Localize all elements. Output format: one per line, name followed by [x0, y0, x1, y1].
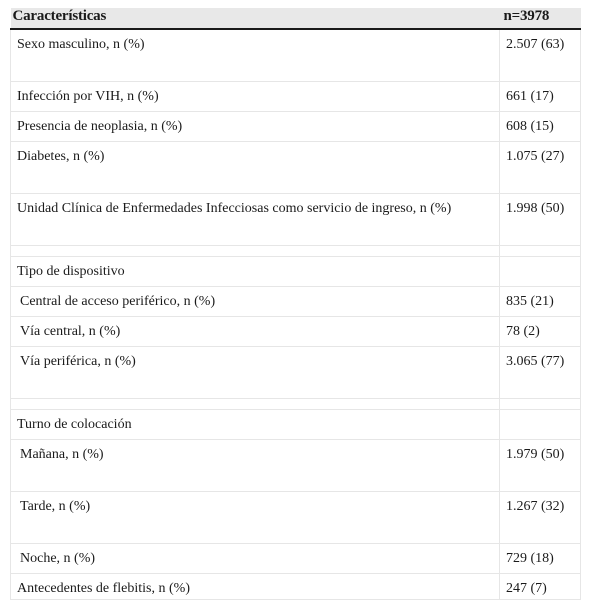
characteristics-table-container: Características n=3978 Sexo masculino, n… — [10, 8, 581, 600]
row-value: 1.267 (32) — [499, 491, 581, 544]
separator-row — [10, 398, 581, 410]
row-value: 1.998 (50) — [499, 193, 581, 246]
row-value: 835 (21) — [499, 286, 581, 317]
row-label: Presencia de neoplasia, n (%) — [10, 111, 500, 142]
table-row: Unidad Clínica de Enfermedades Infeccios… — [10, 193, 581, 246]
row-label: Vía central, n (%) — [10, 316, 500, 347]
table-row: Antecedentes de flebitis, n (%) 247 (7) — [10, 573, 581, 600]
section-row-placement-shift: Turno de colocación — [10, 409, 581, 440]
table-row: Infección por VIH, n (%) 661 (17) — [10, 81, 581, 112]
row-label: Tarde, n (%) — [10, 491, 500, 544]
table-row: Sexo masculino, n (%) 2.507 (63) — [10, 28, 581, 82]
table-row: Central de acceso periférico, n (%) 835 … — [10, 286, 581, 317]
section-label: Tipo de dispositivo — [10, 256, 500, 287]
row-label: Central de acceso periférico, n (%) — [10, 286, 500, 317]
table-row: Mañana, n (%) 1.979 (50) — [10, 439, 581, 492]
header-characteristics: Características — [10, 8, 500, 30]
row-label: Diabetes, n (%) — [10, 141, 500, 194]
row-value: 729 (18) — [499, 543, 581, 574]
table-row: Vía central, n (%) 78 (2) — [10, 316, 581, 347]
section-value — [499, 256, 581, 287]
row-label: Infección por VIH, n (%) — [10, 81, 500, 112]
row-label: Mañana, n (%) — [10, 439, 500, 492]
row-label: Unidad Clínica de Enfermedades Infeccios… — [10, 193, 500, 246]
table-row: Presencia de neoplasia, n (%) 608 (15) — [10, 111, 581, 142]
table-header-row: Características n=3978 — [10, 8, 581, 30]
row-label: Sexo masculino, n (%) — [10, 28, 500, 82]
section-row-device-type: Tipo de dispositivo — [10, 256, 581, 287]
row-value: 1.075 (27) — [499, 141, 581, 194]
section-label: Turno de colocación — [10, 409, 500, 440]
row-value: 78 (2) — [499, 316, 581, 347]
row-value: 608 (15) — [499, 111, 581, 142]
separator-row — [10, 245, 581, 257]
table-row: Tarde, n (%) 1.267 (32) — [10, 491, 581, 544]
characteristics-table: Características n=3978 Sexo masculino, n… — [10, 8, 581, 600]
section-value — [499, 409, 581, 440]
row-label: Noche, n (%) — [10, 543, 500, 574]
row-value: 3.065 (77) — [499, 346, 581, 399]
row-value: 247 (7) — [499, 573, 581, 600]
row-value: 661 (17) — [499, 81, 581, 112]
table-row: Noche, n (%) 729 (18) — [10, 543, 581, 574]
header-n: n=3978 — [499, 8, 581, 30]
table-row: Diabetes, n (%) 1.075 (27) — [10, 141, 581, 194]
table-row: Vía periférica, n (%) 3.065 (77) — [10, 346, 581, 399]
row-label: Vía periférica, n (%) — [10, 346, 500, 399]
row-label: Antecedentes de flebitis, n (%) — [10, 573, 500, 600]
row-value: 2.507 (63) — [499, 28, 581, 82]
row-value: 1.979 (50) — [499, 439, 581, 492]
